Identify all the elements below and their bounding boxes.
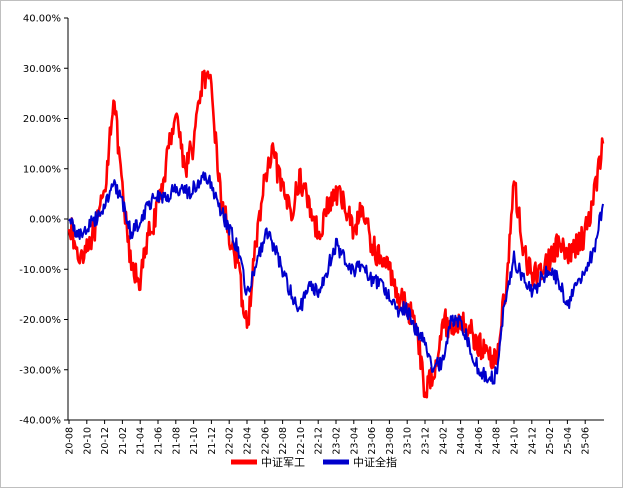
y-tick-label: -40.00% [19,416,61,427]
x-tick-label: 22-04 [243,427,254,455]
x-tick-label: 22-08 [278,427,289,455]
x-tick-label: 20-12 [100,427,111,455]
legend-label: 中证军工 [261,456,305,469]
y-tick-label: -10.00% [19,265,61,276]
x-tick-label: 24-10 [510,427,521,455]
x-tick-label: 22-10 [296,427,307,455]
x-tick-label: 25-02 [545,427,556,455]
y-tick-label: 10.00% [23,164,61,175]
x-tick-label: 24-06 [474,427,485,455]
y-tick-labels: 40.00% 30.00% 20.00% 10.00% 0.00% -10.00% -20.… [19,14,61,427]
x-tick-label: 22-12 [314,427,325,455]
series-lines [67,69,605,399]
x-tick-label: 21-10 [189,427,200,455]
y-tick-label: -20.00% [19,315,61,326]
y-tick-label: 30.00% [23,64,61,75]
series-line-military [67,69,605,399]
x-tick-label: 23-12 [421,427,432,455]
x-tick-label: 23-10 [403,427,414,455]
y-tick-label: -30.00% [19,365,61,376]
series-line-all-share [68,171,604,385]
x-tick-label: 21-12 [207,427,218,455]
x-tick-label: 23-02 [332,427,343,455]
x-tick-label: 20-10 [82,427,93,455]
axes [64,17,604,424]
x-tick-label: 25-06 [581,427,592,455]
x-tick-label: 24-08 [492,427,503,455]
y-tick-label: 20.00% [23,114,61,125]
x-tick-label: 22-06 [260,427,271,455]
x-tick-label: 21-06 [154,427,165,455]
legend: 中证军工 中证全指 [231,455,397,469]
x-tick-label: 21-08 [171,427,182,455]
x-tick-label: 23-06 [367,427,378,455]
x-tick-label: 24-04 [456,427,467,455]
x-tick-labels: 20-08 20-10 20-12 21-02 21-04 21-06 21-08 21-10… [65,427,592,455]
x-tick-label: 22-02 [225,427,236,455]
x-tick-label: 21-02 [118,427,129,455]
x-tick-label: 24-12 [527,427,538,455]
y-tick-label: 40.00% [23,14,61,25]
x-tick-label: 23-08 [385,427,396,455]
x-tick-label: 23-04 [349,427,360,455]
x-tick-label: 20-08 [65,427,76,455]
x-tick-label: 25-04 [563,427,574,455]
y-tick-label: 0.00% [29,215,61,226]
x-tick-label: 24-02 [438,427,449,455]
legend-label: 中证全指 [353,455,397,469]
x-tick-label: 21-04 [136,427,147,455]
